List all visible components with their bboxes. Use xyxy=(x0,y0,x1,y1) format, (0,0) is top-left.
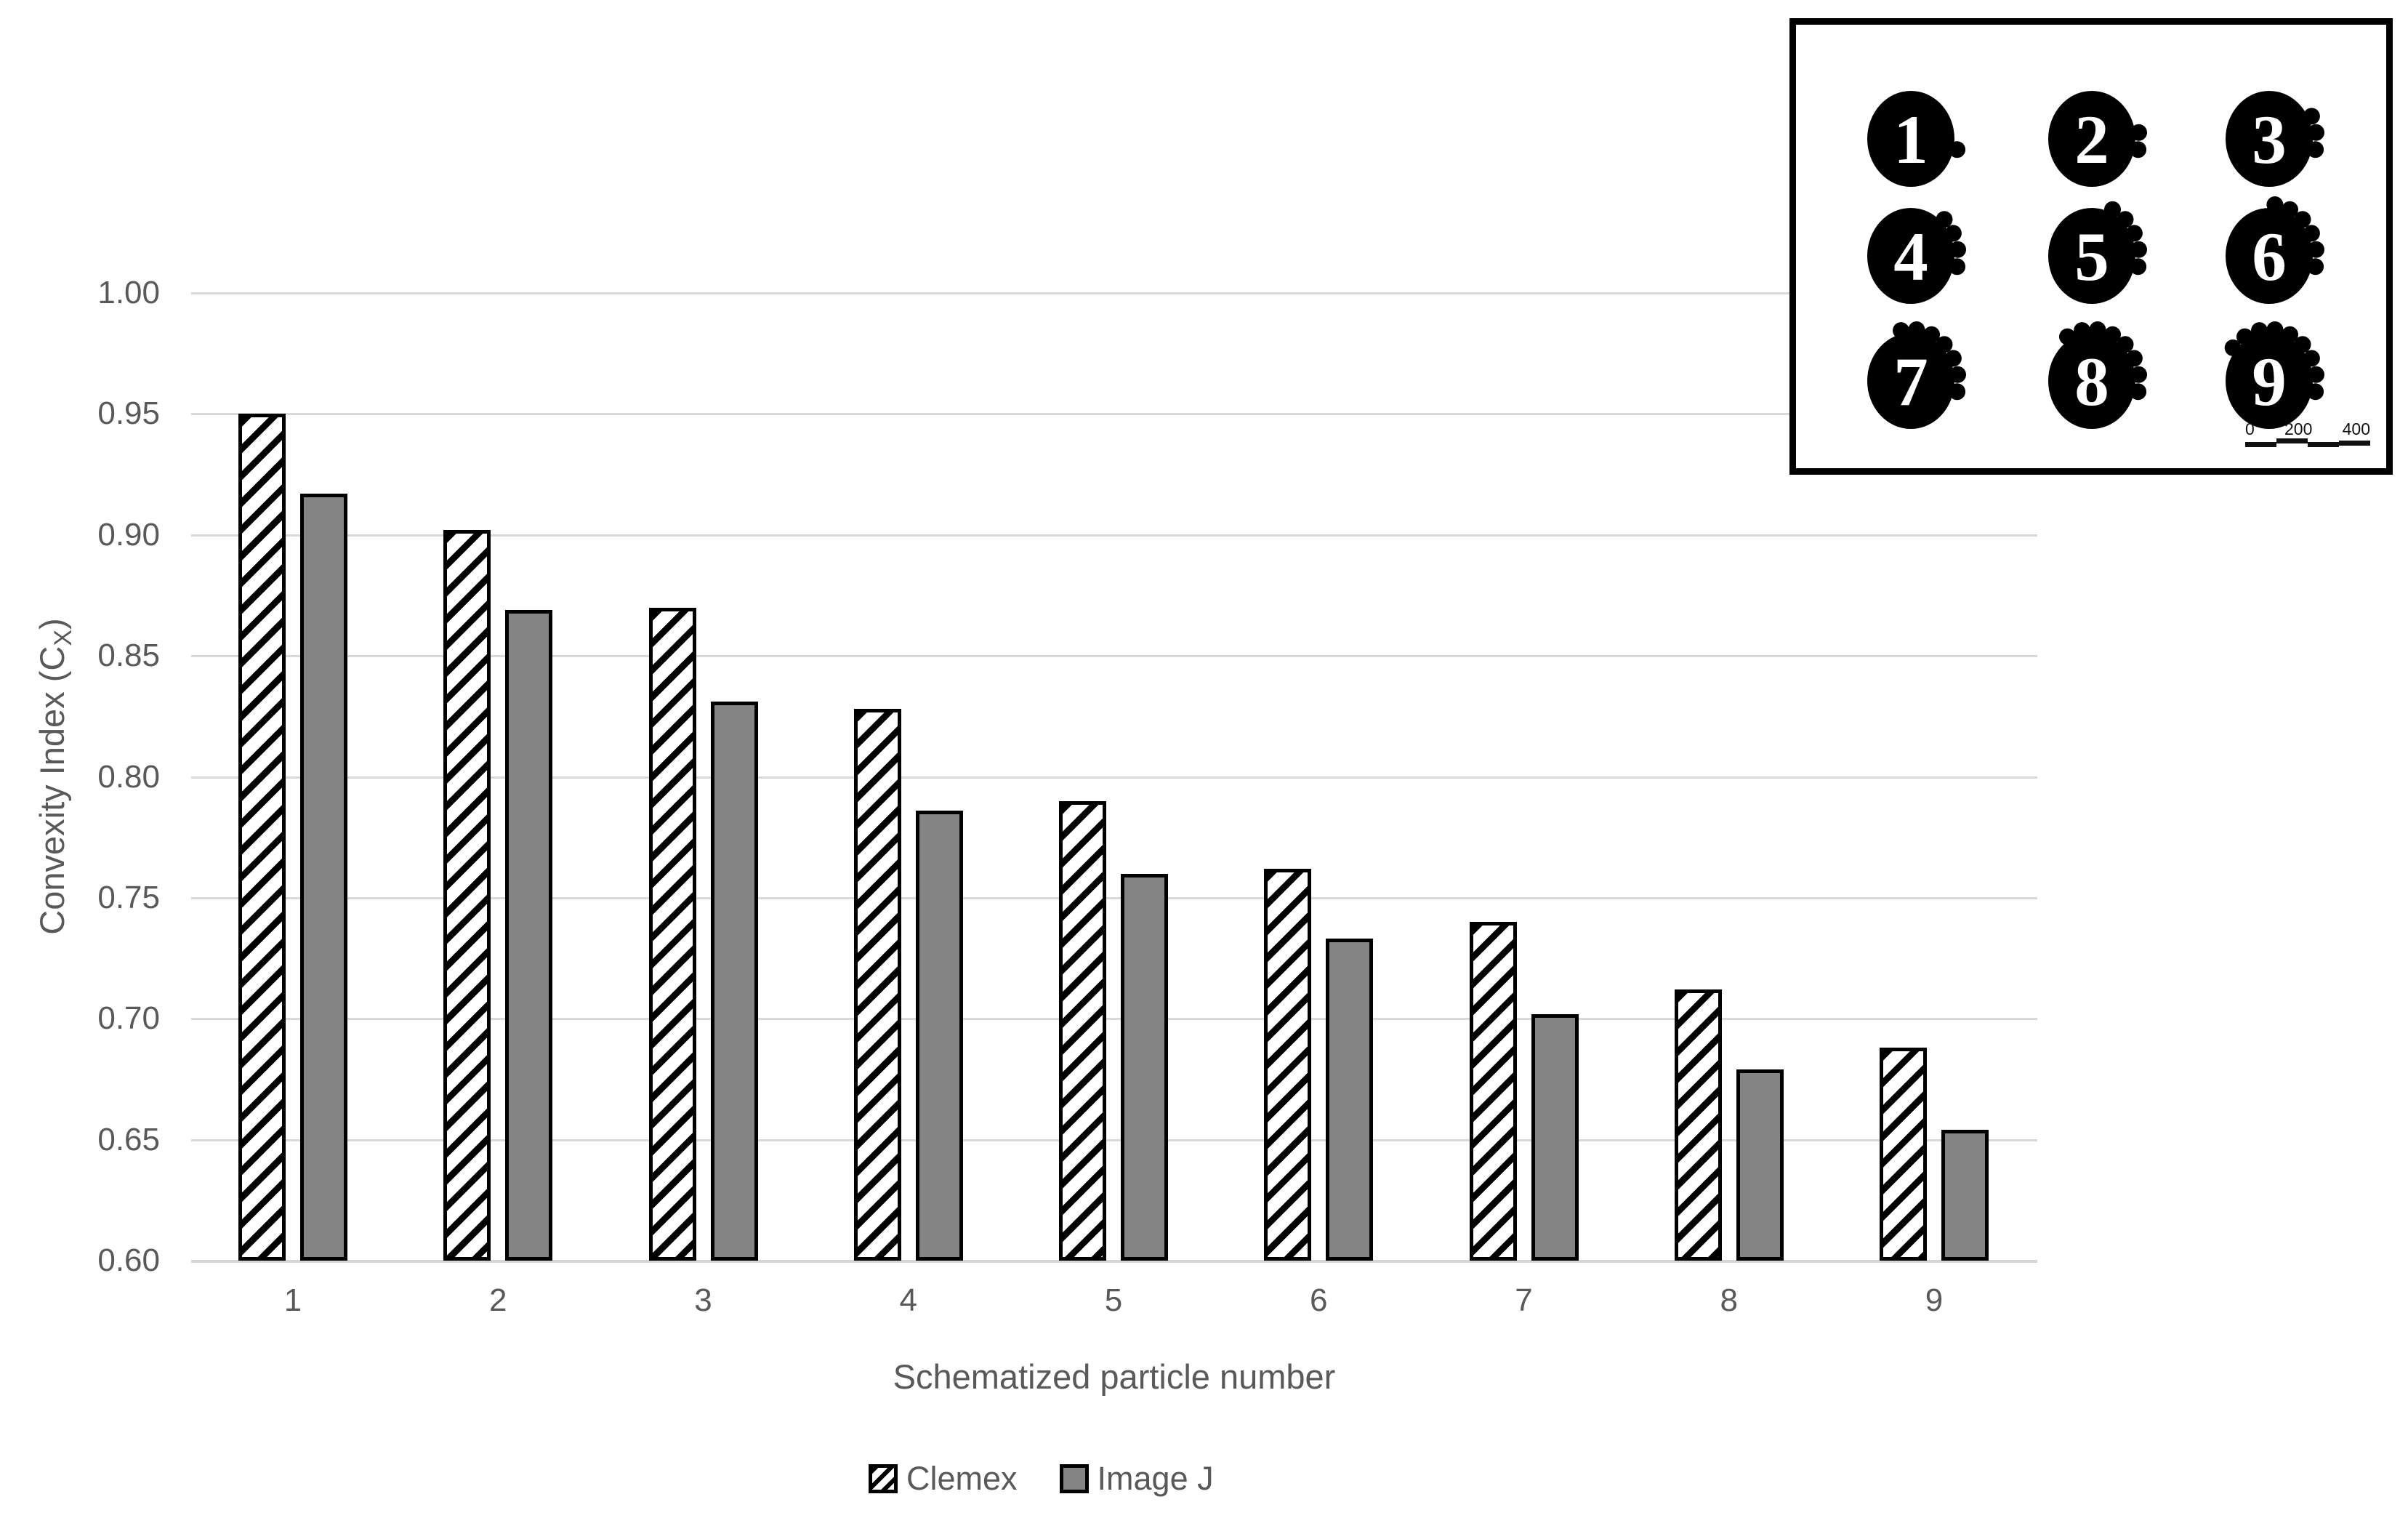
particle-number: 1 xyxy=(1893,101,1928,178)
particle-schematic-inset: 1 2 3 4 5 6 7 8 9 0 200 400 xyxy=(1789,18,2393,475)
y-tick-label: 0.70 xyxy=(97,1000,160,1037)
particle-1: 1 xyxy=(1867,91,1966,187)
particle-body xyxy=(1867,333,1954,429)
y-tick-label: 0.95 xyxy=(97,395,160,432)
scale-bar-segment xyxy=(2339,441,2370,446)
bar-imagej-7 xyxy=(1531,1014,1579,1261)
particle-number: 5 xyxy=(2074,218,2109,295)
particle-5: 5 xyxy=(2048,201,2147,304)
bar-imagej-5 xyxy=(1121,874,1168,1261)
particle-number: 4 xyxy=(1893,218,1928,295)
bar-clemex-1 xyxy=(238,414,286,1261)
x-tick-label: 4 xyxy=(899,1282,917,1318)
gridline xyxy=(191,1018,2037,1021)
bar-imagej-4 xyxy=(915,811,963,1261)
bar-imagej-3 xyxy=(710,702,758,1261)
y-tick-label: 0.80 xyxy=(97,758,160,795)
y-tick-label: 0.65 xyxy=(97,1121,160,1157)
particle-3: 3 xyxy=(2226,91,2324,187)
legend-label-imagej: Image J xyxy=(1097,1460,1214,1497)
scale-bar-segment xyxy=(2308,442,2339,447)
particle-4: 4 xyxy=(1867,208,1966,304)
y-tick-label: 1.00 xyxy=(97,275,160,310)
scale-bar-labels: 0 200 400 xyxy=(2245,420,2370,438)
x-tick-label: 3 xyxy=(694,1282,712,1318)
scale-bar-label-200: 200 xyxy=(2284,419,2313,438)
particle-body xyxy=(2048,333,2135,429)
scale-bar-label-0: 0 xyxy=(2245,419,2255,438)
scale-bar: 0 200 400 xyxy=(2245,420,2370,449)
x-tick-label: 2 xyxy=(489,1282,507,1318)
particle-number: 8 xyxy=(2074,343,2109,420)
particle-number: 9 xyxy=(2252,343,2287,420)
x-tick-label: 1 xyxy=(283,1282,302,1318)
bar-imagej-6 xyxy=(1326,939,1374,1261)
x-tick-label: 7 xyxy=(1515,1282,1533,1318)
gridline xyxy=(191,292,2037,294)
scale-bar-segment xyxy=(2276,438,2308,443)
gridline xyxy=(191,896,2037,899)
bar-clemex-8 xyxy=(1674,989,1722,1261)
particle-9: 9 xyxy=(2224,321,2324,429)
bar-clemex-4 xyxy=(853,709,901,1261)
y-tick-label: 0.85 xyxy=(97,638,160,674)
legend-item-clemex: Clemex xyxy=(869,1460,1018,1498)
scale-bar-track xyxy=(2245,438,2370,448)
bar-clemex-9 xyxy=(1880,1048,1927,1261)
particle-body xyxy=(2226,333,2313,429)
x-tick-label: 8 xyxy=(1720,1282,1738,1318)
particle-body xyxy=(1867,208,1954,304)
y-tick-label: 0.75 xyxy=(97,879,160,915)
y-tick-label: 0.60 xyxy=(97,1242,160,1278)
x-tick-label: 6 xyxy=(1310,1282,1328,1318)
scale-bar-segment xyxy=(2245,442,2276,447)
particle-body xyxy=(1867,91,1954,187)
particles-grid: 1 2 3 4 5 6 7 8 9 xyxy=(1867,91,2324,429)
gridline xyxy=(191,655,2037,658)
y-axis-title-paren: ) xyxy=(33,618,71,630)
particle-body xyxy=(2226,91,2313,187)
bar-clemex-6 xyxy=(1264,869,1312,1261)
scale-bar-label-400: 400 xyxy=(2342,419,2370,438)
particle-number: 3 xyxy=(2252,101,2287,178)
particle-8: 8 xyxy=(2048,321,2147,429)
x-tick-label: 9 xyxy=(1925,1282,1944,1318)
gridline xyxy=(191,1139,2037,1141)
particle-number: 6 xyxy=(2252,218,2287,295)
bar-clemex-5 xyxy=(1059,801,1106,1261)
particle-7: 7 xyxy=(1867,321,1966,429)
x-tick-label: 5 xyxy=(1104,1282,1123,1318)
bar-imagej-2 xyxy=(505,610,553,1261)
x-axis-title: Schematized particle number xyxy=(893,1357,1336,1396)
gridline xyxy=(191,776,2037,779)
particle-number: 7 xyxy=(1893,343,1928,420)
gridline xyxy=(191,534,2037,537)
particle-6: 6 xyxy=(2226,196,2324,304)
bar-imagej-9 xyxy=(1941,1130,1989,1261)
bar-imagej-1 xyxy=(300,494,347,1261)
particle-number: 2 xyxy=(2074,101,2109,178)
imagej-gray-swatch-icon xyxy=(1059,1464,1089,1493)
bar-clemex-3 xyxy=(648,608,696,1261)
clemex-hatch-swatch-icon xyxy=(869,1464,898,1493)
particle-body xyxy=(2226,208,2313,304)
gridline xyxy=(191,1260,2037,1263)
particle-2: 2 xyxy=(2048,91,2147,187)
bar-clemex-7 xyxy=(1469,922,1517,1261)
particle-body xyxy=(2048,208,2135,304)
bar-imagej-8 xyxy=(1736,1069,1784,1261)
particle-body xyxy=(2048,91,2135,187)
legend-item-imagej: Image J xyxy=(1059,1460,1214,1498)
gridline xyxy=(191,413,2037,416)
legend: Clemex Image J xyxy=(869,1460,1214,1498)
legend-label-clemex: Clemex xyxy=(906,1460,1018,1497)
y-tick-label: 0.90 xyxy=(97,516,160,553)
bar-clemex-2 xyxy=(443,530,491,1261)
